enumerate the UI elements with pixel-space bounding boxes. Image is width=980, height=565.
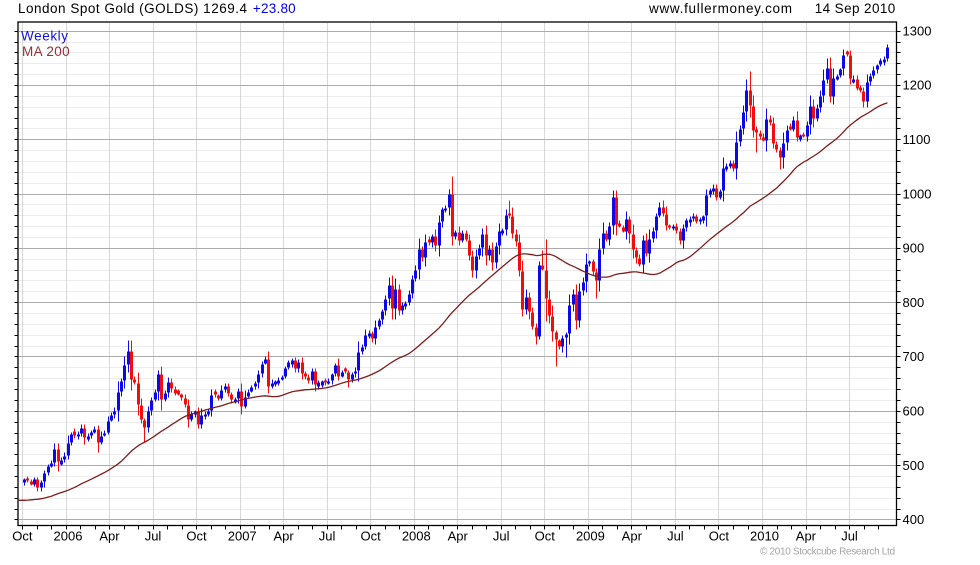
svg-text:+23.80: +23.80 <box>253 1 296 16</box>
svg-text:Oct: Oct <box>535 529 556 544</box>
svg-text:2009: 2009 <box>576 529 605 544</box>
svg-text:1200: 1200 <box>903 78 932 93</box>
svg-text:1000: 1000 <box>903 186 932 201</box>
svg-text:1100: 1100 <box>903 132 931 147</box>
svg-text:500: 500 <box>903 458 925 473</box>
svg-text:London Spot Gold (GOLDS) 1269.: London Spot Gold (GOLDS) 1269.4 <box>18 1 247 16</box>
svg-text:Apr: Apr <box>99 529 120 544</box>
svg-text:Oct: Oct <box>360 529 381 544</box>
svg-text:700: 700 <box>903 349 925 364</box>
svg-text:900: 900 <box>903 241 925 256</box>
svg-text:www.fullermoney.com: www.fullermoney.com <box>648 1 792 16</box>
svg-text:600: 600 <box>903 404 925 419</box>
svg-text:2010: 2010 <box>750 529 779 544</box>
svg-text:Jul: Jul <box>319 529 336 544</box>
svg-text:800: 800 <box>903 295 925 310</box>
svg-text:Apr: Apr <box>273 529 294 544</box>
svg-text:Apr: Apr <box>448 529 469 544</box>
svg-text:MA 200: MA 200 <box>22 44 70 59</box>
svg-text:14 Sep 2010: 14 Sep 2010 <box>815 1 896 16</box>
svg-text:Oct: Oct <box>709 529 730 544</box>
svg-text:1300: 1300 <box>903 23 932 38</box>
svg-text:Apr: Apr <box>622 529 643 544</box>
svg-text:Oct: Oct <box>12 529 33 544</box>
svg-text:400: 400 <box>903 512 925 527</box>
svg-text:Weekly: Weekly <box>21 29 68 44</box>
svg-text:2007: 2007 <box>228 529 257 544</box>
svg-text:2008: 2008 <box>402 529 431 544</box>
svg-text:Jul: Jul <box>841 529 858 544</box>
svg-text:Oct: Oct <box>186 529 207 544</box>
svg-text:2006: 2006 <box>54 529 83 544</box>
svg-text:Jul: Jul <box>493 529 510 544</box>
svg-text:Jul: Jul <box>145 529 162 544</box>
svg-text:© 2010 Stockcube Research Ltd: © 2010 Stockcube Research Ltd <box>760 547 895 558</box>
svg-text:Apr: Apr <box>796 529 817 544</box>
svg-text:Jul: Jul <box>667 529 684 544</box>
